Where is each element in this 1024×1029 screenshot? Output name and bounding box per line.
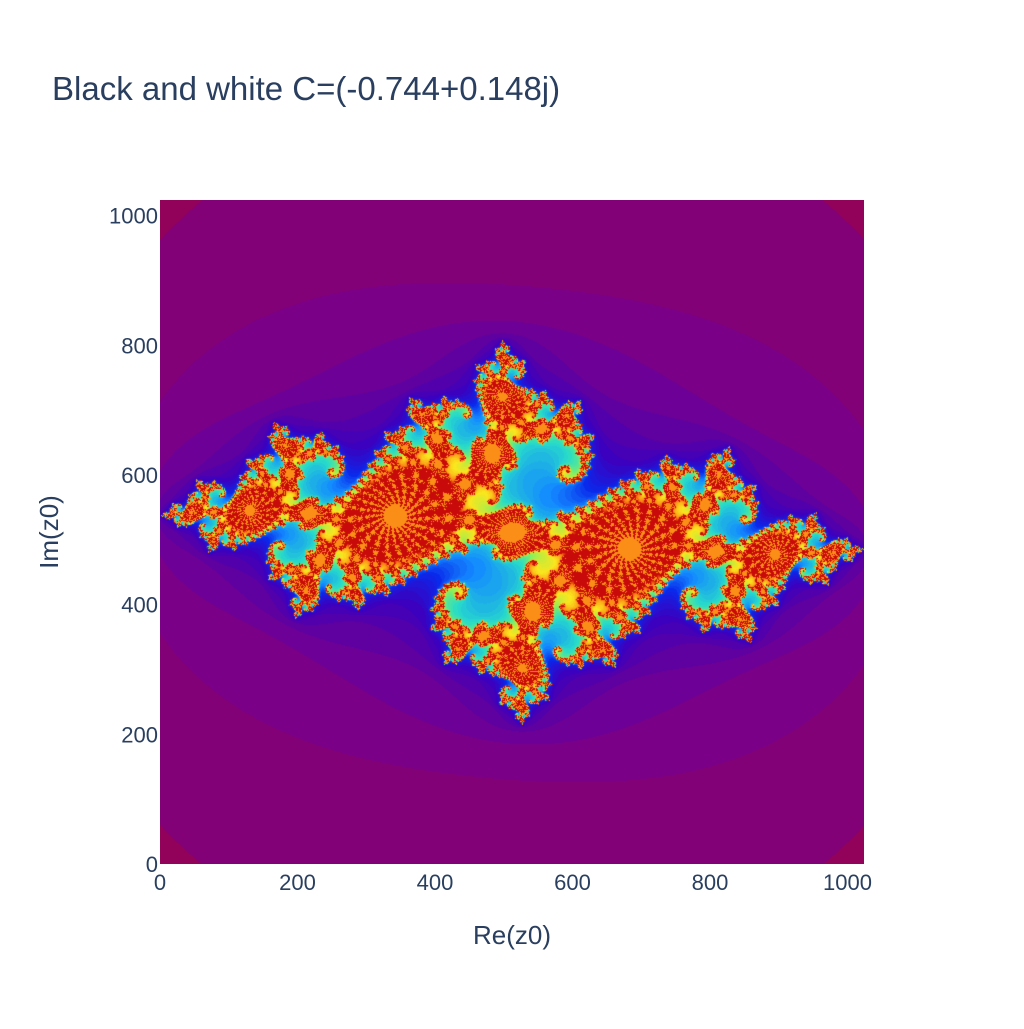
x-tick-label: 0	[154, 870, 166, 895]
y-tick-label: 600	[121, 463, 158, 488]
y-tick-label: 0	[146, 852, 158, 877]
x-tick-label: 600	[554, 870, 591, 895]
x-tick-label: 200	[279, 870, 316, 895]
y-tick-label: 400	[121, 593, 158, 618]
x-tick-label: 400	[417, 870, 454, 895]
x-tick-labels: 0 200 400 600 800 1000	[154, 870, 872, 895]
y-tick-label: 1000	[109, 204, 158, 229]
x-axis-label: Re(z0)	[473, 920, 551, 950]
y-axis-label: Im(z0)	[34, 495, 64, 569]
heatmap-plot-area[interactable]	[160, 200, 864, 864]
y-tick-label: 200	[121, 722, 158, 747]
y-tick-labels: 0 200 400 600 800 1000	[109, 204, 158, 877]
y-tick-label: 800	[121, 333, 158, 358]
chart-title: Black and white C=(-0.744+0.148j)	[52, 70, 560, 107]
x-tick-label: 1000	[823, 870, 872, 895]
x-tick-label: 800	[692, 870, 729, 895]
